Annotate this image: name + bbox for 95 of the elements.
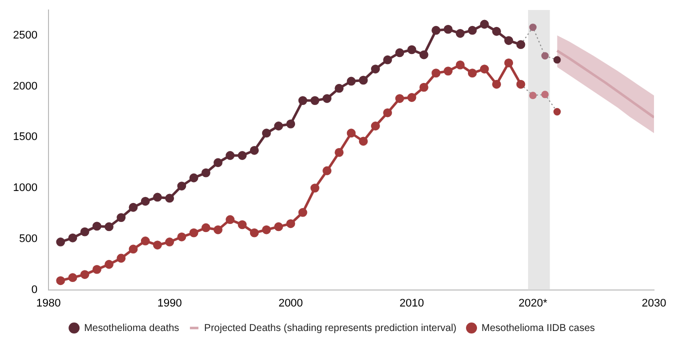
point — [116, 254, 126, 263]
x-tick-label: 2010 — [400, 297, 424, 310]
point — [358, 136, 368, 146]
point — [371, 64, 380, 74]
point — [383, 108, 392, 118]
point — [214, 158, 222, 168]
point — [68, 233, 78, 242]
point — [298, 208, 308, 217]
point — [480, 64, 489, 74]
point — [468, 68, 477, 78]
point — [104, 260, 114, 269]
point — [322, 94, 332, 103]
y-tick-label: 2000 — [12, 80, 38, 92]
y-tick-label: 500 — [19, 232, 38, 245]
x-tick-label: 2020* — [518, 297, 548, 310]
point — [104, 222, 114, 232]
point — [395, 94, 404, 103]
point — [189, 228, 198, 238]
point — [407, 93, 416, 102]
point — [395, 48, 404, 58]
point — [189, 173, 198, 182]
point — [480, 20, 489, 29]
point — [116, 213, 126, 222]
point — [383, 55, 392, 64]
y-tick-label: 1500 — [12, 131, 38, 144]
x-tick-label: 1980 — [36, 297, 61, 310]
point — [456, 60, 465, 70]
point — [444, 66, 453, 76]
point — [541, 52, 549, 60]
point — [468, 26, 477, 35]
point — [504, 36, 514, 45]
point — [153, 192, 162, 202]
point — [419, 82, 428, 92]
point — [358, 76, 368, 85]
point — [310, 96, 320, 106]
point — [529, 24, 537, 31]
point — [346, 128, 356, 138]
x-tick-label: 2000 — [278, 297, 303, 310]
y-tick-label: 2500 — [12, 29, 38, 42]
point — [274, 222, 284, 232]
point — [201, 223, 210, 232]
point — [128, 202, 138, 212]
point — [492, 26, 502, 36]
point — [177, 232, 186, 242]
point — [504, 58, 514, 68]
point — [128, 244, 138, 254]
point — [140, 236, 150, 246]
point — [250, 146, 259, 155]
point — [310, 184, 320, 193]
point — [92, 265, 102, 274]
point — [56, 238, 66, 246]
point — [286, 219, 296, 228]
point — [68, 273, 78, 282]
point — [286, 120, 296, 128]
point — [322, 166, 332, 176]
point — [226, 151, 235, 160]
y-tick-label: 0 — [31, 284, 38, 296]
point — [201, 168, 210, 178]
point — [165, 238, 174, 246]
point — [334, 148, 344, 157]
point — [165, 194, 174, 203]
point — [226, 215, 235, 224]
point — [432, 26, 440, 35]
legend-label: Mesothelioma deaths — [84, 322, 180, 334]
point — [298, 96, 308, 106]
point — [56, 276, 66, 286]
point — [140, 196, 150, 206]
point — [419, 50, 428, 60]
point — [444, 24, 453, 34]
point — [80, 270, 90, 279]
point — [92, 222, 102, 231]
point — [80, 227, 90, 236]
point — [214, 225, 222, 234]
point — [238, 151, 247, 160]
y-tick-label: 1000 — [12, 182, 38, 194]
point — [407, 45, 416, 54]
point — [456, 28, 465, 38]
point — [432, 68, 440, 78]
point — [153, 240, 162, 250]
point — [274, 122, 284, 130]
x-tick-label: 1990 — [157, 297, 182, 310]
point — [250, 228, 259, 238]
point — [334, 84, 344, 93]
legend-label: Projected Deaths (shading represents prediction interval) — [204, 322, 457, 334]
point — [238, 220, 247, 230]
point — [346, 76, 356, 86]
point — [371, 122, 380, 130]
point — [177, 182, 186, 190]
point — [529, 92, 537, 100]
legend-label: Mesothelioma IIDB cases — [482, 322, 595, 334]
point — [541, 90, 549, 98]
point — [262, 225, 271, 234]
x-tick-label: 2030 — [642, 297, 666, 310]
point — [492, 80, 502, 89]
point — [262, 128, 271, 138]
